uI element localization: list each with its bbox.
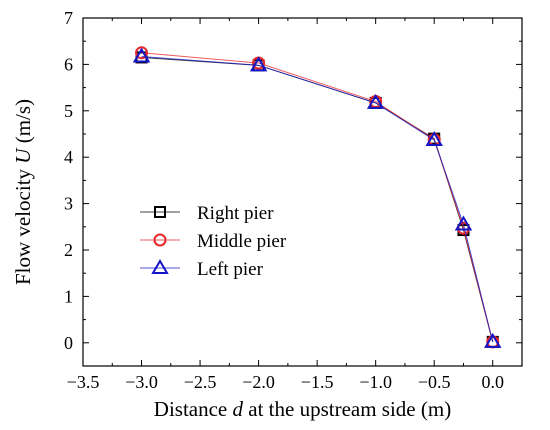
y-tick-label: 7 (64, 8, 73, 28)
y-tick-label: 6 (64, 54, 73, 74)
x-tick-label: −2.0 (242, 372, 275, 392)
series-right-pier (135, 51, 499, 348)
series-line (141, 52, 494, 342)
series-line (141, 56, 494, 342)
x-axis-title-part: at the upstream side (m) (243, 397, 451, 421)
y-axis-title-part: U (11, 147, 35, 164)
legend-label: Middle pier (197, 231, 287, 252)
legend-entry: Left pier (140, 259, 264, 280)
data-point-circle (135, 46, 149, 60)
y-axis-title-part: (m/s) (11, 99, 35, 149)
series-line (141, 56, 494, 342)
legend-marker-triangle (151, 259, 169, 274)
series-left-pier (132, 47, 502, 348)
data-point-triangle (249, 56, 268, 72)
y-tick-label: 0 (64, 333, 73, 353)
x-tick-label: −1.5 (301, 372, 334, 392)
legend-entry: Right pier (140, 203, 274, 224)
x-tick-label: −1.0 (359, 372, 392, 392)
y-tick-label: 1 (64, 286, 73, 306)
y-axis-title: Flow velocity U (m/s) (11, 99, 35, 285)
x-axis-title-part: d (233, 397, 244, 421)
legend-entry: Middle pier (140, 231, 287, 252)
x-tick-label: −2.5 (184, 372, 217, 392)
y-tick-label: 2 (64, 240, 73, 260)
x-tick-label: −3.5 (67, 372, 100, 392)
legend-label: Right pier (197, 203, 274, 224)
x-tick-label: −3.0 (125, 372, 158, 392)
data-point-triangle (425, 131, 443, 147)
y-tick-label: 5 (64, 101, 73, 121)
data-point-triangle (483, 332, 502, 348)
y-axis-title-part: Flow velocity (11, 164, 35, 285)
legend-label: Left pier (197, 259, 264, 280)
data-point-triangle (454, 215, 473, 231)
data-point-triangle (132, 47, 151, 63)
plot-frame (82, 17, 523, 367)
x-tick-label: −0.5 (418, 372, 451, 392)
legend-marker-circle (153, 233, 167, 247)
y-tick-label: 3 (64, 194, 73, 214)
data-point-triangle (366, 93, 385, 109)
series-middle-pier (135, 46, 500, 349)
y-tick-label: 4 (64, 147, 73, 167)
x-axis-title: Distance d at the upstream side (m) (154, 397, 451, 421)
x-axis-title-part: Distance (154, 397, 233, 421)
legend-marker-square (154, 206, 166, 218)
x-tick-label: 0.0 (481, 372, 504, 392)
